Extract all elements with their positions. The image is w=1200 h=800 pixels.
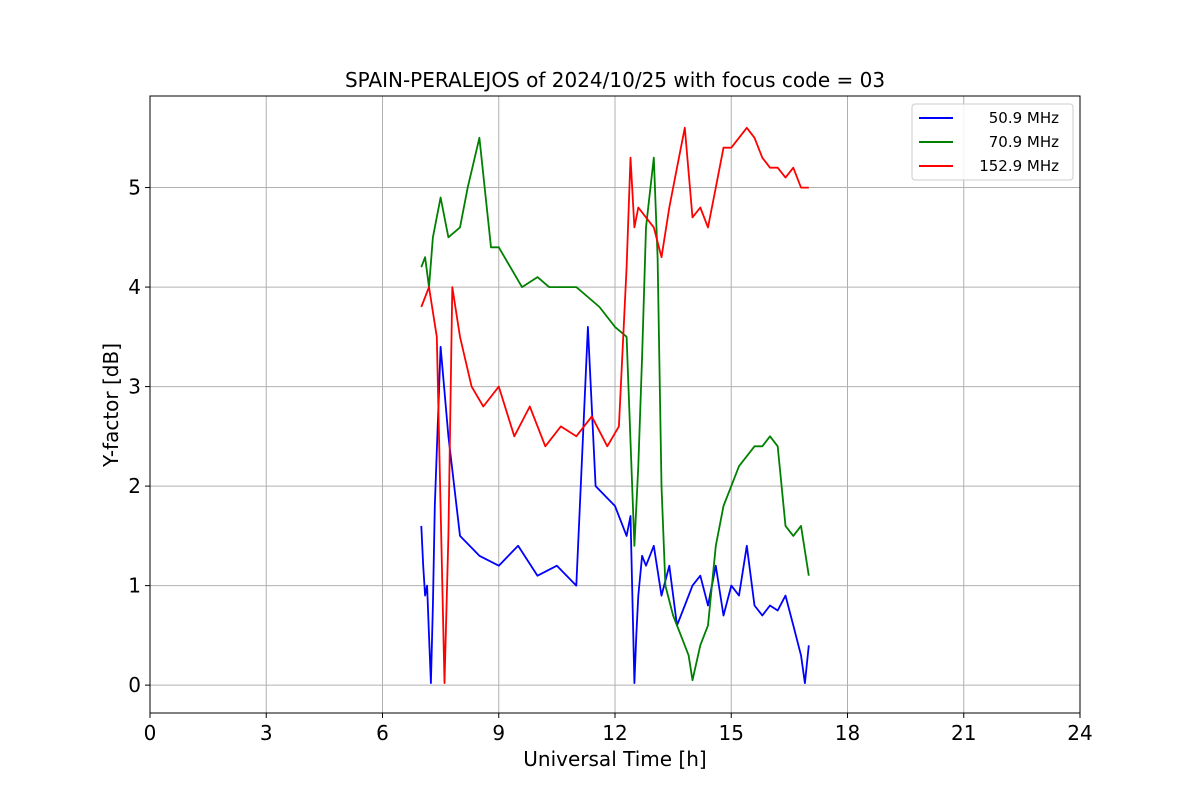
legend-label: 50.9 MHz: [989, 109, 1059, 127]
y-tick-label: 0: [128, 673, 141, 697]
x-tick-label: 6: [376, 721, 389, 745]
y-axis-label: Y-factor [dB]: [99, 343, 123, 468]
x-tick-label: 0: [144, 721, 157, 745]
y-tick-label: 1: [128, 574, 141, 598]
x-axis: 0 3 6 9 12 15 18 21 24: [144, 713, 1093, 745]
y-axis: 0 1 2 3 4 5: [128, 176, 150, 697]
x-tick-label: 21: [951, 721, 976, 745]
x-tick-label: 3: [260, 721, 273, 745]
x-axis-label: Universal Time [h]: [523, 747, 706, 771]
y-tick-label: 4: [128, 275, 141, 299]
x-tick-label: 15: [719, 721, 744, 745]
y-tick-label: 2: [128, 474, 141, 498]
x-tick-label: 18: [835, 721, 860, 745]
x-tick-label: 24: [1067, 721, 1092, 745]
series-line-2: [420, 136, 810, 682]
series-line-3: [420, 126, 809, 684]
plot-area: [420, 126, 810, 684]
chart-title: SPAIN-PERALEJOS of 2024/10/25 with focus…: [345, 68, 885, 92]
y-tick-label: 5: [128, 176, 141, 200]
y-tick-label: 3: [128, 375, 141, 399]
series-line-1: [420, 325, 810, 684]
legend-label: 152.9 MHz: [979, 157, 1059, 175]
x-tick-label: 12: [602, 721, 627, 745]
legend: 50.9 MHz 70.9 MHz 152.9 MHz: [911, 103, 1074, 181]
legend-box: [911, 103, 1074, 181]
x-tick-label: 9: [492, 721, 505, 745]
legend-label: 70.9 MHz: [989, 133, 1059, 151]
